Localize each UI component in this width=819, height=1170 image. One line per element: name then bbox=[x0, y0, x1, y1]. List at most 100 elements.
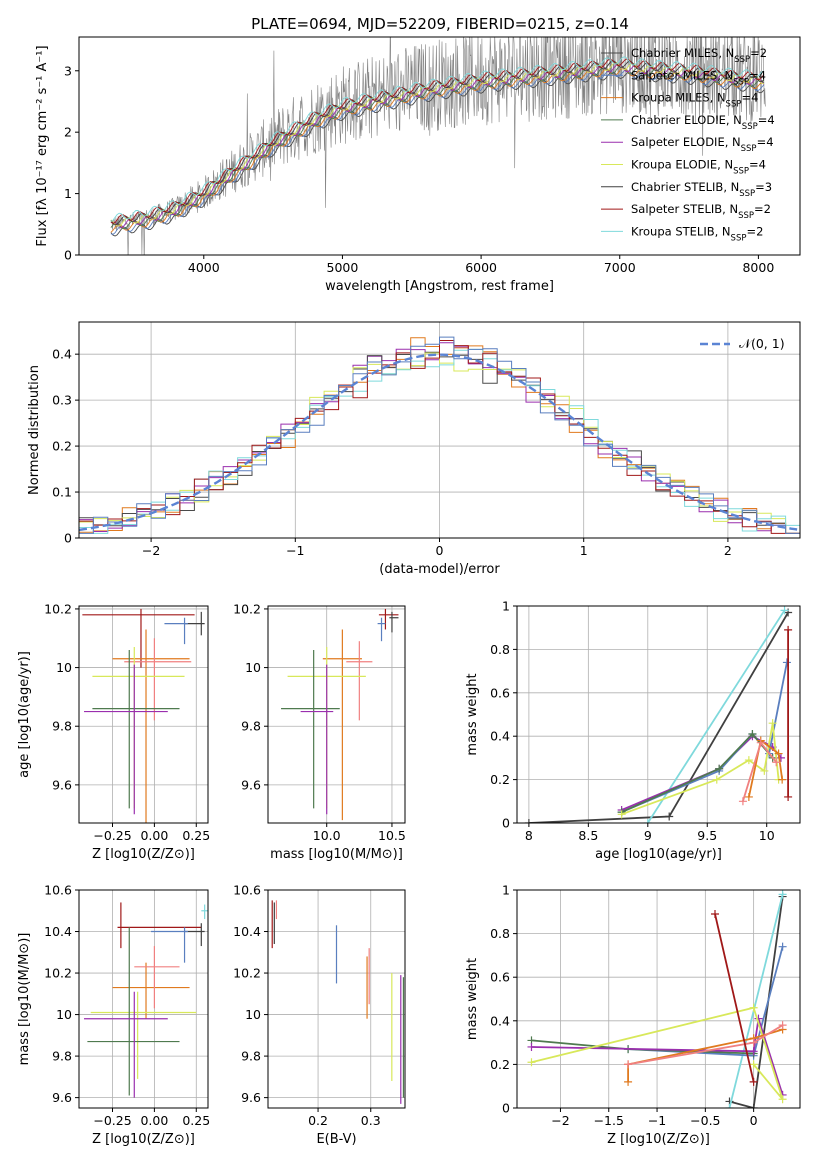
weight-marker bbox=[756, 738, 765, 747]
plot-area bbox=[527, 890, 787, 1108]
weight-marker bbox=[772, 758, 781, 767]
x-tick-label: 10.5 bbox=[378, 828, 406, 843]
weight-marker bbox=[725, 1104, 734, 1108]
x-tick-label: 8000 bbox=[742, 260, 774, 275]
weight-marker bbox=[524, 819, 533, 823]
x-tick-label: 0 bbox=[750, 1113, 758, 1128]
x-tick-label: 0.00 bbox=[140, 1113, 168, 1128]
y-axis-label: mass [log10(M/M⊙)] bbox=[17, 933, 32, 1066]
y-tick-label: 9.6 bbox=[241, 1090, 261, 1105]
x-axis-label: (data-model)/error bbox=[379, 562, 500, 577]
plot-area bbox=[82, 608, 205, 823]
y-tick-label: 10.4 bbox=[233, 924, 261, 939]
y-tick-label: 10.2 bbox=[44, 601, 72, 616]
x-axis-label: Z [log10(Z/Z⊙)] bbox=[92, 847, 195, 862]
legend-subscript: SSP bbox=[731, 233, 747, 243]
legend-value: =2 bbox=[746, 224, 763, 238]
legend-entry: Kroupa ELODIE, NSSP=4 bbox=[631, 158, 766, 177]
errorbar-point bbox=[281, 649, 340, 809]
weight-marker bbox=[643, 819, 652, 823]
y-tick-label: 0.2 bbox=[52, 439, 72, 454]
y-tick-label: 1 bbox=[64, 186, 72, 201]
plot-area bbox=[271, 900, 405, 1104]
y-tick-label: 10.2 bbox=[44, 966, 72, 981]
legend-value: =4 bbox=[749, 158, 766, 172]
x-tick-label: 9.5 bbox=[697, 828, 717, 843]
legend-value: =4 bbox=[749, 68, 766, 82]
x-tick-label: 9 bbox=[644, 828, 652, 843]
panel-age-vs-mass: 10.0 10.5 9.6 9.8 10 10.2 mass [log10(M/M⊙)] bbox=[233, 601, 406, 862]
legend-entry: Salpeter ELODIE, NSSP=4 bbox=[631, 135, 774, 154]
x-tick-label: 6000 bbox=[465, 260, 497, 275]
errorbar-point bbox=[117, 902, 202, 949]
y-tick-label: 0.4 bbox=[52, 347, 72, 362]
legend-subscript: SSP bbox=[739, 189, 755, 199]
y-tick-label: 10.6 bbox=[233, 883, 261, 898]
plot-area bbox=[79, 336, 800, 534]
weight-marker bbox=[749, 1003, 758, 1012]
errorbar-point bbox=[124, 638, 192, 721]
weight-marker bbox=[784, 792, 793, 801]
axes-frame bbox=[78, 36, 801, 256]
legend-value: =4 bbox=[741, 91, 758, 105]
y-axis-label: age [log10(age/yr)] bbox=[17, 651, 32, 778]
errorbar-point bbox=[389, 611, 399, 633]
y-tick-label: 0.6 bbox=[490, 685, 510, 700]
weight-line bbox=[621, 723, 780, 816]
y-tick-label: 9.6 bbox=[52, 777, 72, 792]
weight-marker bbox=[744, 792, 753, 801]
y-tick-label: 0.2 bbox=[490, 772, 510, 787]
legend-subscript: SSP bbox=[726, 100, 742, 110]
legend-entry: 𝒩(0, 1) bbox=[739, 336, 785, 351]
weight-marker bbox=[527, 1058, 536, 1067]
weight-marker bbox=[778, 775, 787, 784]
x-tick-label: 0 bbox=[436, 543, 444, 558]
weight-line bbox=[729, 896, 784, 1108]
normal-curve bbox=[79, 353, 798, 532]
weight-marker bbox=[784, 608, 793, 617]
errorbar-point bbox=[300, 664, 334, 815]
y-tick-label: 0.4 bbox=[490, 729, 510, 744]
legend-subscript: SSP bbox=[734, 55, 750, 65]
panel-weight-vs-age: 8 8.5 9 9.5 10 0 0.2 0.4 0.6 0.8 1 age [log10(age/y… bbox=[465, 599, 801, 862]
x-tick-label: −0.25 bbox=[93, 1113, 131, 1128]
errorbar-point bbox=[84, 664, 168, 815]
x-axis-label: Z [log10(Z/Z⊙)] bbox=[607, 1132, 710, 1147]
errorbar-point bbox=[201, 904, 208, 920]
x-tick-label: 0.25 bbox=[182, 828, 210, 843]
weight-marker bbox=[744, 756, 753, 765]
legend-value: =4 bbox=[758, 113, 775, 127]
weight-marker bbox=[624, 1060, 633, 1069]
axes-frame bbox=[516, 889, 801, 1109]
weight-marker bbox=[780, 606, 789, 615]
y-tick-label: 0 bbox=[64, 248, 72, 263]
weight-line bbox=[621, 662, 788, 813]
y-tick-label: 1 bbox=[502, 599, 510, 614]
weight-marker bbox=[749, 1047, 758, 1056]
legend-subscript: SSP bbox=[741, 144, 757, 154]
weight-marker bbox=[774, 749, 783, 758]
x-tick-label: −0.5 bbox=[690, 1113, 720, 1128]
weight-line bbox=[748, 738, 784, 798]
weight-marker bbox=[749, 1060, 758, 1069]
x-tick-label: 8 bbox=[525, 828, 533, 843]
y-tick-label: 10.6 bbox=[44, 883, 72, 898]
weight-marker bbox=[778, 1021, 787, 1030]
legend-value: =3 bbox=[755, 180, 772, 194]
weight-marker bbox=[768, 719, 777, 728]
y-tick-label: 10.4 bbox=[44, 924, 72, 939]
weight-marker bbox=[749, 1104, 758, 1108]
y-tick-label: 9.8 bbox=[52, 1049, 72, 1064]
weight-line bbox=[621, 735, 782, 811]
y-tick-label: 0.6 bbox=[490, 970, 510, 985]
y-tick-label: 10 bbox=[56, 1007, 72, 1022]
legend-entry: Chabrier STELIB, NSSP=3 bbox=[631, 180, 772, 199]
y-tick-label: 10 bbox=[56, 660, 72, 675]
y-axis-label: mass weight bbox=[465, 958, 480, 1040]
model-line bbox=[110, 69, 765, 235]
y-tick-label: 9.8 bbox=[241, 1049, 261, 1064]
legend-subscript: SSP bbox=[742, 122, 758, 132]
y-tick-label: 10.2 bbox=[233, 601, 261, 616]
weight-marker bbox=[624, 1077, 633, 1086]
x-tick-label: 7000 bbox=[604, 260, 636, 275]
